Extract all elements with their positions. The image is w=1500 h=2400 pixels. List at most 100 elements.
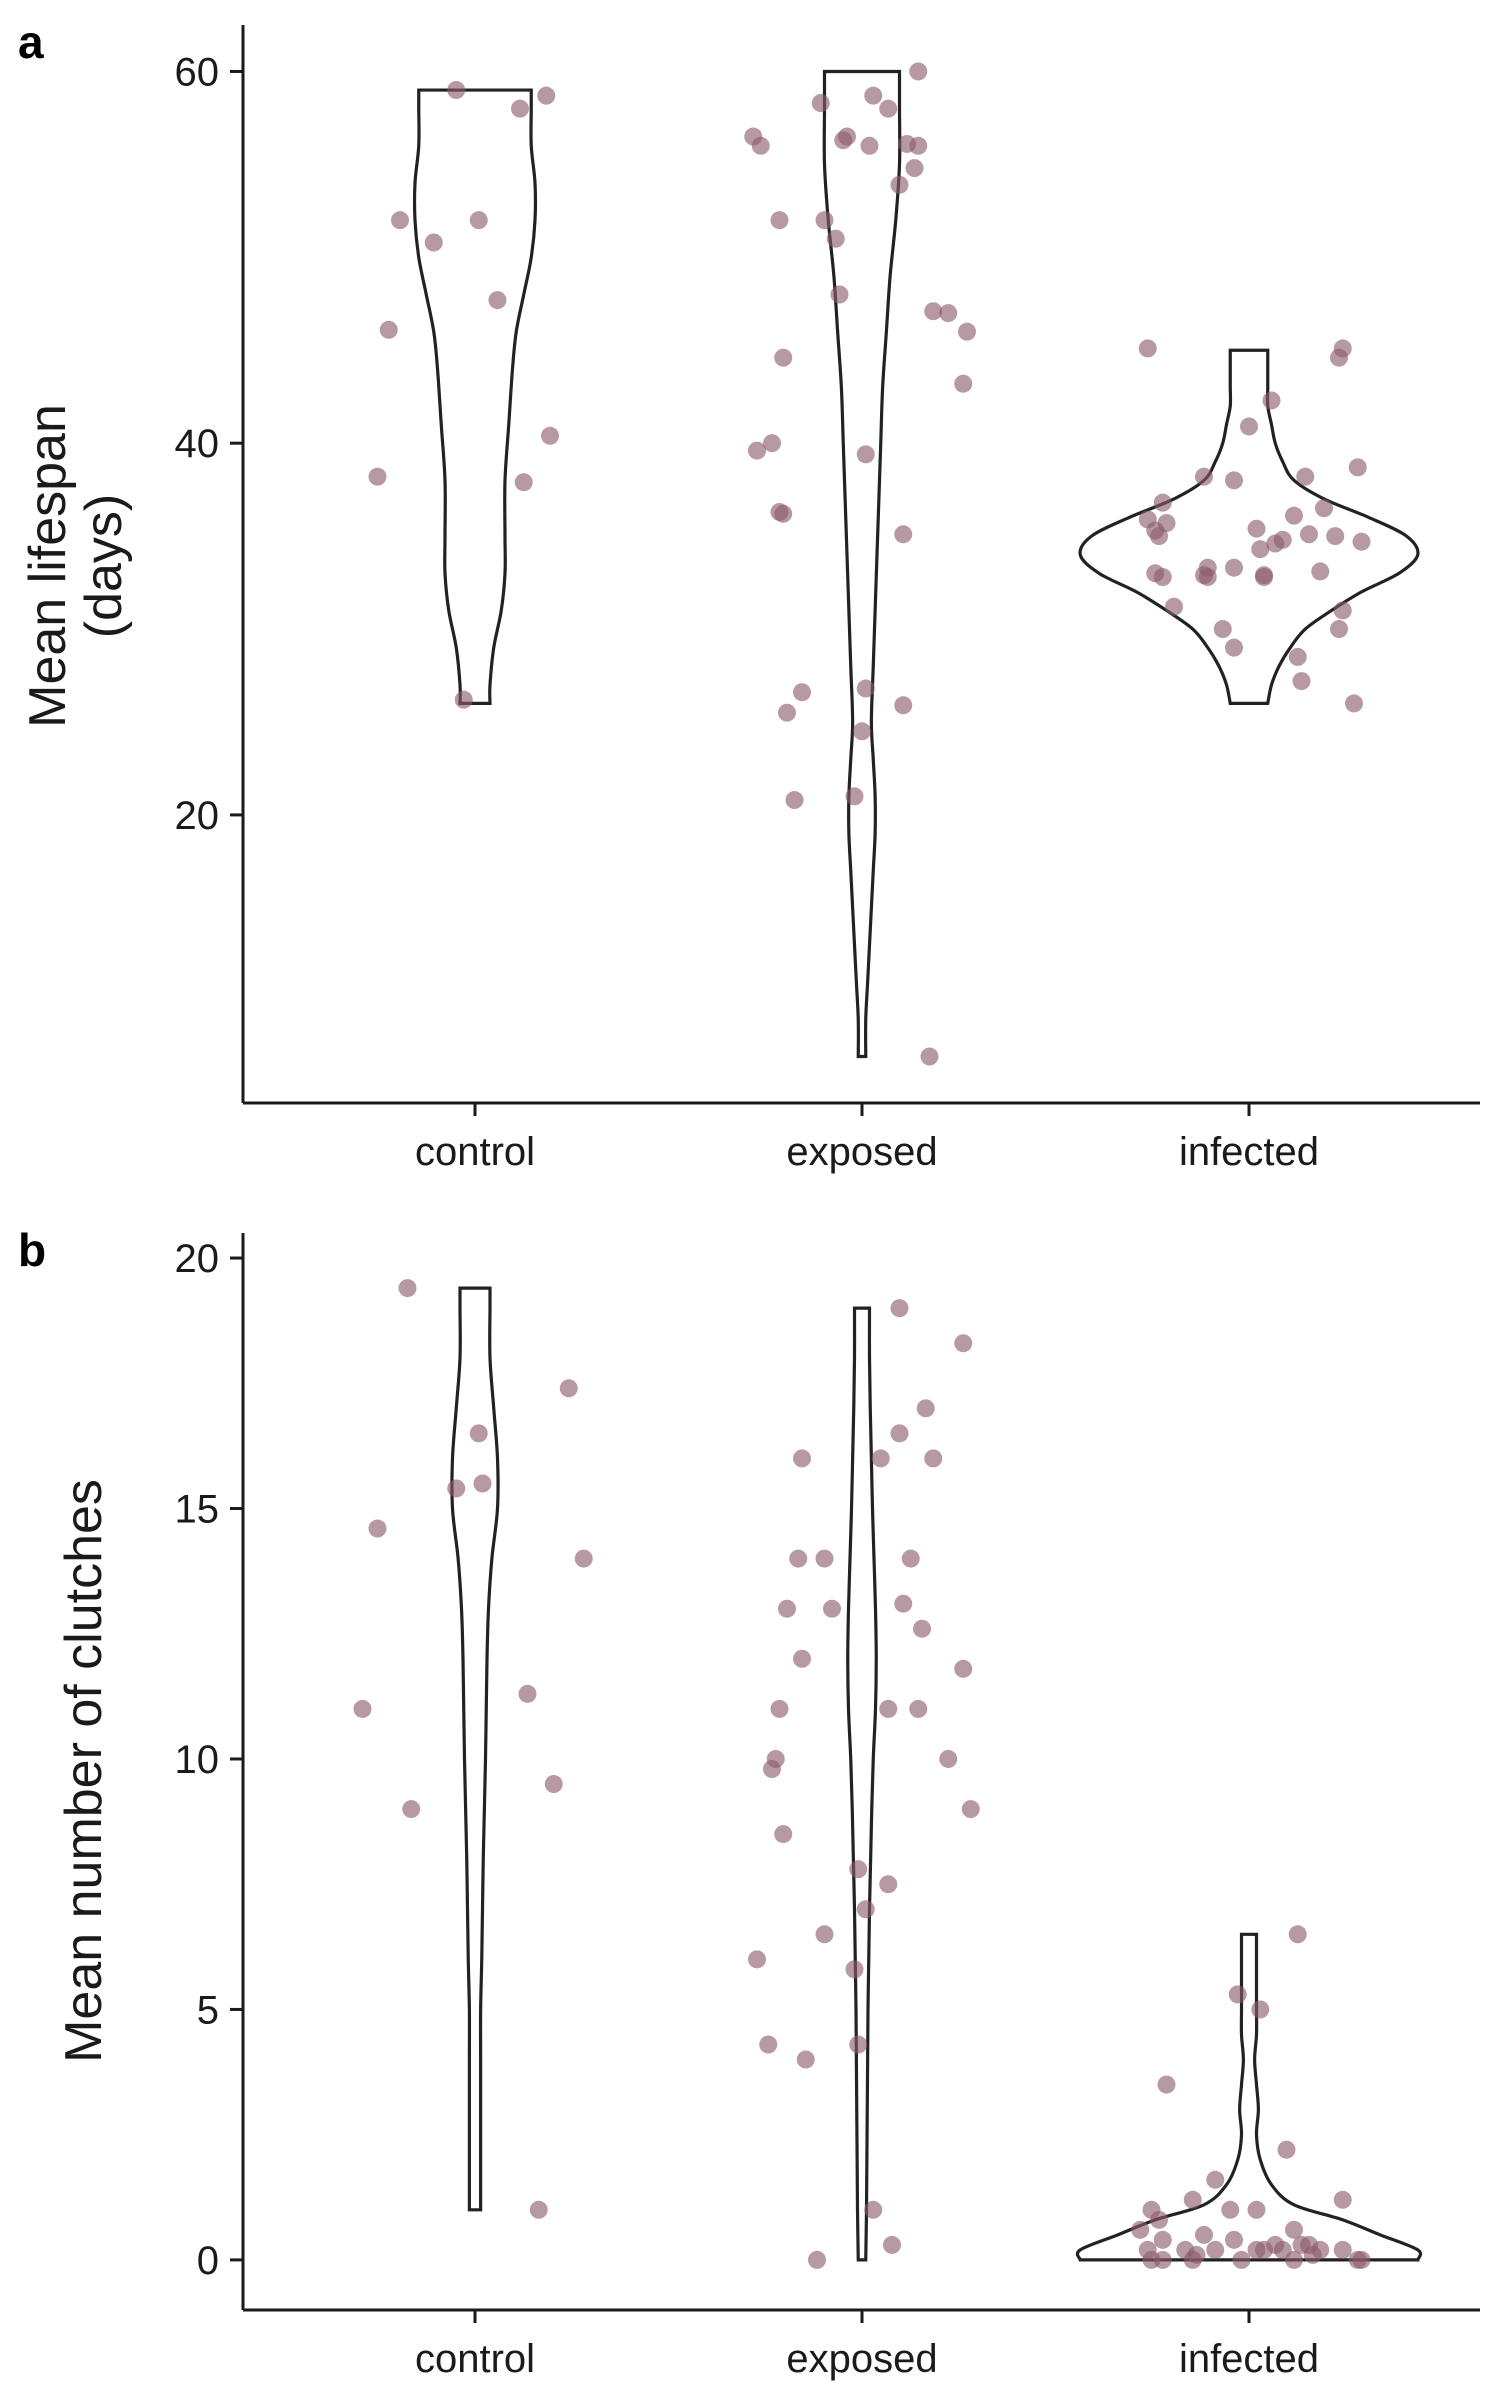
panel-b-clutches: b 0 5 10 15 20 Mean number of clutches control e… <box>18 1224 1480 2381</box>
data-point-exposed <box>763 434 781 453</box>
data-point-infected <box>1262 391 1281 410</box>
data-point-infected <box>1285 2220 1303 2239</box>
data-point-exposed <box>838 127 856 146</box>
data-point-control <box>529 2200 548 2219</box>
x-tick-label-exposed: exposed <box>786 2337 937 2381</box>
data-point-exposed <box>815 1549 834 1568</box>
data-point-control <box>544 1775 563 1794</box>
data-point-exposed <box>853 722 871 741</box>
data-point-exposed <box>920 1047 939 1066</box>
data-point-exposed <box>916 1399 935 1418</box>
y-axis-title-line: Mean lifespan <box>19 404 77 728</box>
data-point-infected <box>1315 499 1333 518</box>
data-point-infected <box>1255 566 1273 585</box>
data-point-control <box>368 1519 387 1538</box>
data-point-exposed <box>785 791 804 810</box>
data-point-exposed <box>890 175 909 194</box>
data-point-infected <box>1228 1985 1247 2004</box>
data-point-infected <box>1206 2240 1225 2259</box>
data-point-infected <box>1206 2170 1225 2189</box>
data-point-exposed <box>924 302 943 321</box>
data-point-exposed <box>774 504 793 523</box>
data-point-exposed <box>879 1875 898 1894</box>
data-point-exposed <box>845 1960 864 1979</box>
data-point-infected <box>1225 558 1243 577</box>
data-point-control <box>398 1279 417 1298</box>
data-point-infected <box>1232 2250 1251 2269</box>
data-point-infected <box>1333 601 1352 620</box>
x-tick-label-exposed: exposed <box>786 1130 937 1174</box>
data-point-exposed <box>894 525 913 544</box>
data-point-exposed <box>763 1760 781 1778</box>
data-point-exposed <box>860 136 879 155</box>
data-point-infected <box>1288 647 1307 666</box>
data-point-exposed <box>901 1549 920 1568</box>
data-point-control <box>488 291 507 310</box>
data-point-exposed <box>811 94 830 113</box>
data-point-infected <box>1157 2075 1176 2094</box>
data-point-infected <box>1225 638 1243 657</box>
data-point-exposed <box>808 2250 826 2269</box>
violin-infected <box>1078 348 1420 705</box>
data-point-infected <box>1138 339 1157 358</box>
data-point-infected <box>1251 540 1270 559</box>
data-point-infected <box>1153 2230 1172 2249</box>
data-point-exposed <box>913 1619 931 1638</box>
data-point-infected <box>1333 2190 1352 2209</box>
data-point-exposed <box>856 1900 875 1919</box>
data-point-control <box>541 426 559 445</box>
data-point-exposed <box>789 1549 808 1568</box>
data-point-exposed <box>759 2035 778 2054</box>
y-tick-label: 15 <box>175 1488 220 1532</box>
data-point-exposed <box>909 62 928 81</box>
data-point-exposed <box>961 1800 980 1819</box>
y-tick-label: 0 <box>197 2239 219 2283</box>
data-point-infected <box>1285 506 1303 525</box>
data-point-infected <box>1251 2000 1270 2019</box>
data-point-exposed <box>905 159 924 178</box>
data-point-exposed <box>939 304 958 323</box>
panel-letter: b <box>18 1224 46 1276</box>
data-point-infected <box>1150 2210 1168 2229</box>
violin-exposed <box>822 69 902 1059</box>
y-tick-label: 20 <box>175 1237 220 1281</box>
data-point-exposed <box>770 1699 789 1718</box>
data-point-infected <box>1288 1925 1307 1944</box>
data-point-exposed <box>830 285 849 304</box>
data-point-infected <box>1273 530 1292 549</box>
data-point-infected <box>1150 527 1168 546</box>
data-point-exposed <box>954 374 973 393</box>
data-point-exposed <box>793 683 811 702</box>
panel-a-lifespan: a 20 40 60 Mean lifespan(days) control exposed… <box>18 16 1480 1174</box>
data-point-exposed <box>883 2235 901 2254</box>
data-point-control <box>402 1800 421 1819</box>
data-point-control <box>447 1479 466 1498</box>
data-point-infected <box>1225 2230 1243 2249</box>
data-point-exposed <box>879 1699 898 1718</box>
data-point-exposed <box>815 211 834 230</box>
data-point-exposed <box>778 703 796 722</box>
data-point-infected <box>1303 2245 1322 2264</box>
x-tick-label-infected: infected <box>1179 2337 1319 2381</box>
data-point-exposed <box>751 136 770 155</box>
data-point-control <box>353 1699 372 1718</box>
data-point-infected <box>1153 2250 1172 2269</box>
data-point-exposed <box>849 2035 868 2054</box>
data-point-exposed <box>748 441 766 460</box>
data-point-control <box>379 320 398 339</box>
data-point-control <box>424 233 443 252</box>
data-point-exposed <box>796 2050 815 2069</box>
data-point-exposed <box>864 86 883 105</box>
data-point-infected <box>1330 348 1348 367</box>
data-point-infected <box>1292 672 1311 691</box>
data-point-infected <box>1266 2235 1285 2254</box>
data-point-infected <box>1348 458 1367 477</box>
data-point-infected <box>1348 2250 1367 2269</box>
violin-control <box>450 1286 500 2212</box>
data-point-infected <box>1352 532 1371 551</box>
data-point-exposed <box>856 679 875 698</box>
data-point-infected <box>1221 2200 1240 2219</box>
data-point-exposed <box>909 136 928 155</box>
data-point-infected <box>1311 562 1330 581</box>
